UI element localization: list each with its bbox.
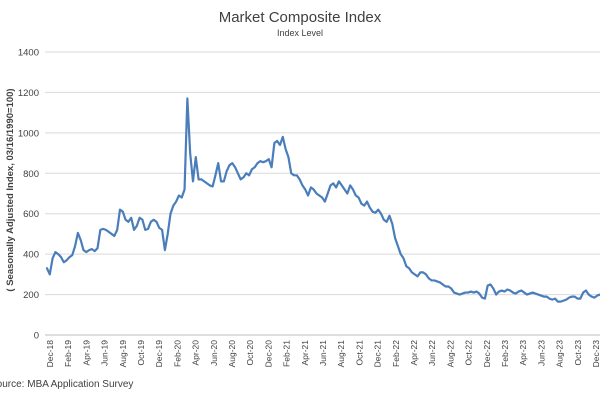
chart-subtitle: Index Level [277, 28, 323, 38]
x-tick-label: Dec-23 [591, 340, 600, 368]
x-tick-label: Dec-21 [373, 340, 383, 368]
x-tick-label: Feb-19 [63, 340, 73, 367]
y-tick-label: 1200 [18, 88, 39, 99]
series-layer [45, 97, 600, 303]
y-tick-label: 1400 [18, 48, 39, 59]
x-tick-label: Apr-22 [409, 340, 419, 366]
x-tick-label: Apr-20 [191, 340, 201, 366]
series-line [45, 97, 600, 303]
x-axis-ticks: Dec-18 Feb-19 Apr-19 Jun-19 Aug-19 Oct-19 Dec-… [45, 340, 600, 368]
y-tick-label: 1000 [18, 128, 39, 139]
x-tick-label: Aug-21 [336, 340, 346, 368]
gridlines [45, 51, 600, 296]
x-tick-label: Feb-21 [282, 340, 292, 367]
x-tick-label: Apr-19 [81, 340, 91, 366]
y-tick-label: 400 [23, 250, 39, 261]
x-tick-label: Jun-21 [318, 340, 328, 366]
source-note: Source: MBA Application Survey [0, 379, 133, 390]
x-tick-label: Jun-19 [100, 340, 110, 366]
y-tick-label: 800 [23, 169, 39, 180]
x-tick-label: Dec-20 [263, 340, 273, 368]
x-tick-label: Aug-23 [555, 340, 565, 368]
x-tick-label: Apr-21 [300, 340, 310, 366]
x-tick-label: Feb-22 [391, 340, 401, 367]
y-axis-label: ( Seasonally Adjusted Index, 03/16/1990=… [5, 88, 16, 291]
y-tick-label: 600 [23, 209, 39, 220]
x-tick-label: Oct-20 [245, 340, 255, 366]
x-tick-label: Apr-23 [518, 340, 528, 366]
x-tick-label: Aug-20 [227, 340, 237, 368]
chart-title: Market Composite Index [219, 9, 382, 26]
x-tick-label: Feb-23 [500, 340, 510, 367]
x-tick-label: Oct-19 [136, 340, 146, 366]
x-tick-label: Dec-19 [154, 340, 164, 368]
x-tick-label: Jun-23 [536, 340, 546, 366]
x-tick-label: Dec-22 [482, 340, 492, 368]
x-tick-label: Feb-20 [172, 340, 182, 367]
x-tick-label: Oct-21 [354, 340, 364, 366]
y-axis-ticks: 0 200 400 600 800 1000 1200 1400 [18, 48, 39, 342]
x-tick-label: Aug-22 [445, 340, 455, 368]
x-tick-label: Oct-23 [573, 340, 583, 366]
y-tick-label: 0 [34, 331, 39, 342]
x-tick-label: Oct-22 [464, 340, 474, 366]
x-tick-label: Jun-20 [209, 340, 219, 366]
x-tick-label: Dec-18 [45, 340, 55, 368]
y-tick-label: 200 [23, 290, 39, 301]
x-tick-label: Jun-22 [427, 340, 437, 366]
x-tick-label: Aug-19 [118, 340, 128, 368]
